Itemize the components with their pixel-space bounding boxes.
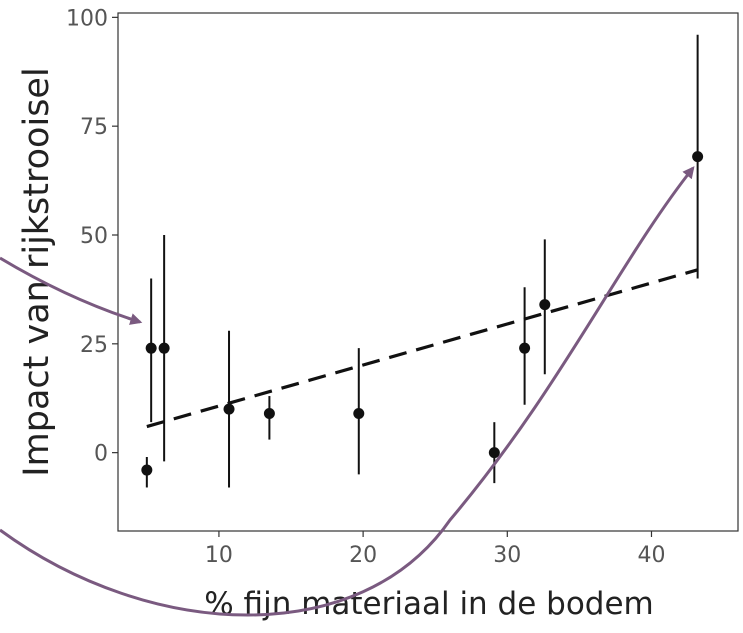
y-tick-label: 0 [94, 442, 108, 467]
x-tick-label: 10 [205, 543, 233, 568]
x-tick-label: 40 [637, 543, 665, 568]
data-point [539, 299, 551, 311]
plot-panel-border [117, 12, 739, 532]
data-point [158, 342, 170, 354]
data-point [263, 407, 275, 419]
y-tick-label: 75 [80, 115, 108, 140]
x-tick-label: 20 [349, 543, 377, 568]
data-point [519, 342, 531, 354]
data-point [488, 447, 500, 459]
data-point [223, 403, 235, 415]
x-axis-title: % fijn materiaal in de bodem [204, 586, 654, 622]
annotation-arrow-left [0, 256, 143, 325]
x-axis-ticks: 10 20 30 40 [205, 531, 665, 568]
data-point [692, 151, 704, 163]
data-point [145, 342, 157, 354]
data-series [141, 34, 704, 488]
y-tick-label: 100 [66, 6, 108, 31]
x-tick-label: 30 [493, 543, 521, 568]
y-tick-label: 50 [80, 224, 108, 249]
data-point [353, 407, 365, 419]
y-tick-label: 25 [80, 333, 108, 358]
data-point [141, 464, 153, 476]
annotation-arrow-curve [0, 166, 695, 617]
y-axis-ticks: 0 25 50 75 100 [66, 6, 118, 467]
